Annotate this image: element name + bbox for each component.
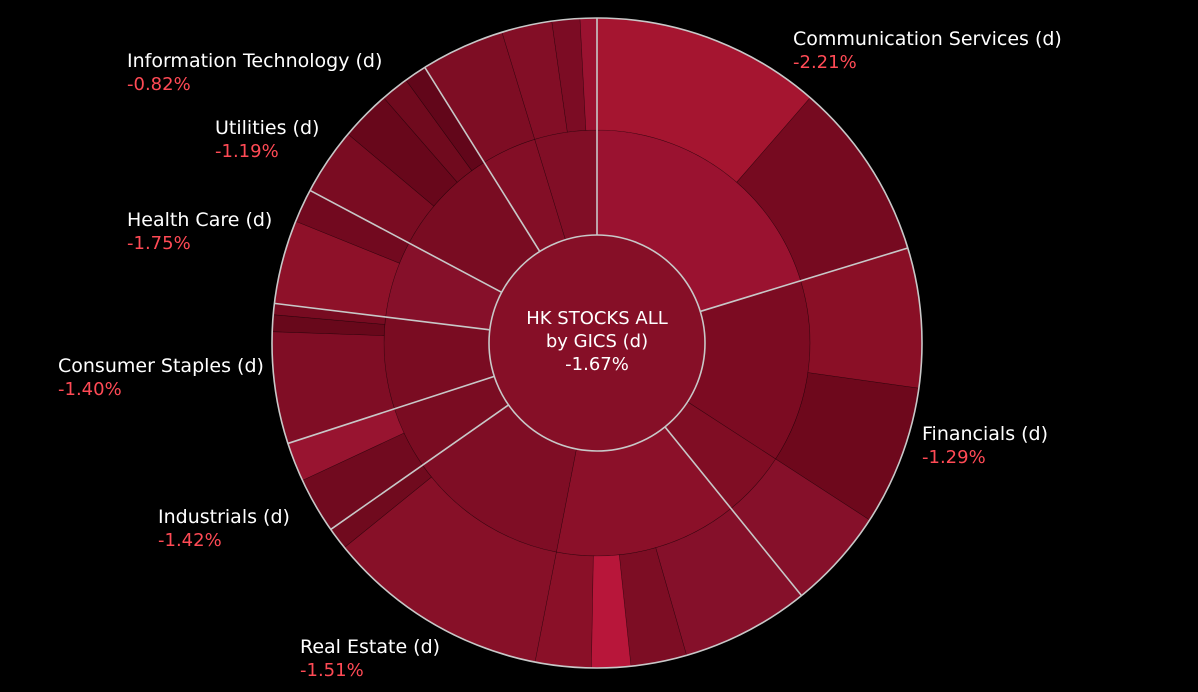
center-disc[interactable] bbox=[489, 235, 705, 451]
sector-divider bbox=[424, 66, 541, 252]
sector-change: -2.21% bbox=[793, 52, 857, 73]
sector-label-financials[interactable]: Financials (d) -1.29% bbox=[922, 423, 1048, 469]
sector-label-real-estate[interactable]: Real Estate (d) -1.51% bbox=[300, 636, 440, 682]
sector-divider bbox=[309, 189, 503, 294]
sector-divider bbox=[700, 247, 909, 313]
outer-ring-outline bbox=[271, 17, 923, 669]
sector-name: Utilities (d) bbox=[215, 117, 320, 139]
sector-name: Industrials (d) bbox=[158, 506, 290, 528]
sector-change: -1.42% bbox=[158, 530, 222, 551]
sector-label-consumer-staples[interactable]: Consumer Staples (d) -1.40% bbox=[58, 355, 264, 401]
sector-change: -1.51% bbox=[300, 660, 364, 681]
sector-divider bbox=[330, 404, 509, 531]
sector-name: Financials (d) bbox=[922, 423, 1049, 445]
sector-change: -1.75% bbox=[127, 233, 191, 254]
sector-label-communication-services[interactable]: Communication Services (d) -2.21% bbox=[793, 28, 1062, 74]
sector-label-industrials[interactable]: Industrials (d) -1.42% bbox=[158, 506, 290, 552]
center-title-line1: HK STOCKS ALL bbox=[526, 308, 668, 329]
center-title-line2: by GICS (d) bbox=[545, 331, 649, 352]
sector-name: Health Care (d) bbox=[127, 209, 273, 231]
sector-divider bbox=[274, 302, 490, 331]
sector-name: Information Technology (d) bbox=[127, 50, 383, 72]
sector-change: -1.29% bbox=[922, 447, 986, 468]
sector-label-information-technology[interactable]: Information Technology (d) -0.82% bbox=[127, 50, 382, 96]
center-change: -1.67% bbox=[565, 354, 629, 375]
sector-label-health-care[interactable]: Health Care (d) -1.75% bbox=[127, 209, 272, 255]
sector-divider bbox=[664, 426, 803, 597]
sector-change: -1.19% bbox=[215, 141, 279, 162]
sector-change: -0.82% bbox=[127, 74, 191, 95]
sector-label-utilities[interactable]: Utilities (d) -1.19% bbox=[215, 117, 319, 163]
sector-name: Consumer Staples (d) bbox=[58, 355, 264, 377]
sector-name: Real Estate (d) bbox=[300, 636, 441, 658]
sector-name: Communication Services (d) bbox=[793, 28, 1062, 50]
center-ring-outline bbox=[488, 234, 706, 452]
sector-change: -1.40% bbox=[58, 379, 122, 400]
sector-divider bbox=[287, 375, 495, 445]
center-label: HK STOCKS ALL by GICS (d) -1.67% bbox=[497, 307, 697, 376]
